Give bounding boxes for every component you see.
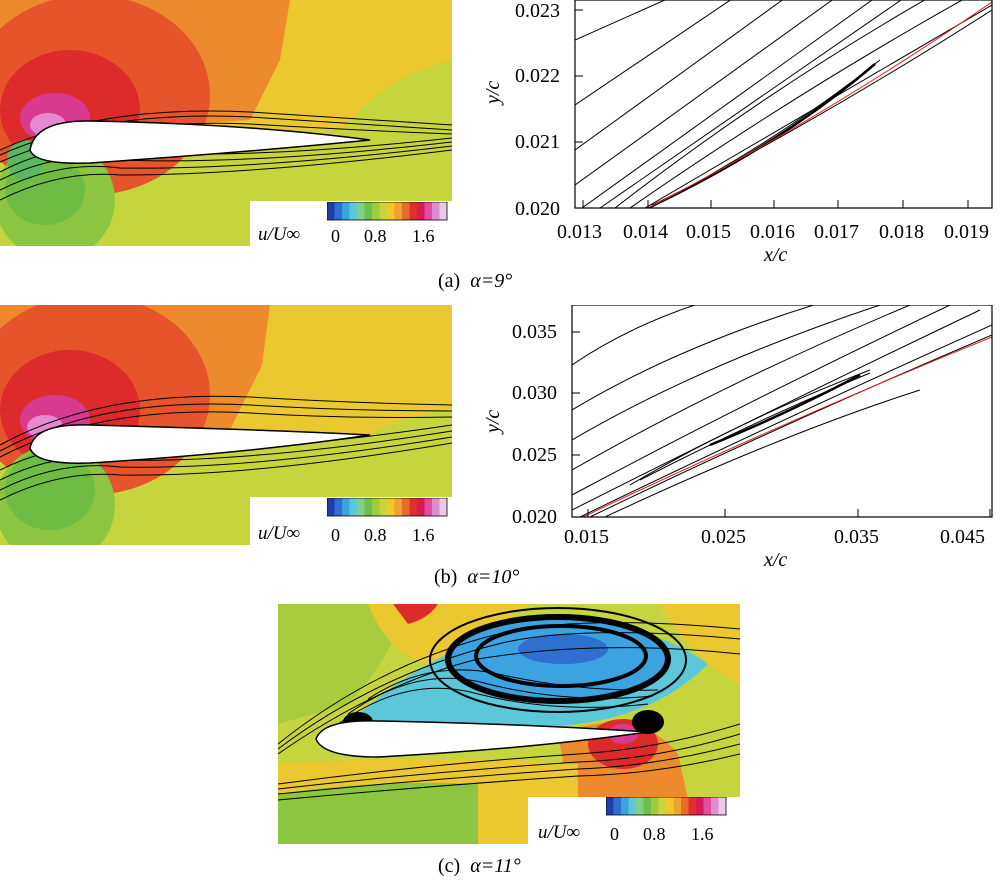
colorbar-swatch xyxy=(379,498,388,516)
colorbar-swatch xyxy=(372,202,380,220)
colorbar-swatch xyxy=(409,498,418,516)
legend-tick-b-1: 0.8 xyxy=(364,525,387,545)
contour-panel-b: u/U∞ 0 0.8 1.6 xyxy=(0,305,452,545)
xtick-b-1: 0.025 xyxy=(701,526,746,548)
ytick-b-0: 0.020 xyxy=(512,506,557,528)
contour-plot-c xyxy=(278,604,740,844)
colorbar-swatch xyxy=(417,498,425,516)
xtick-b-3: 0.045 xyxy=(940,526,985,548)
ylabel-a: y/c xyxy=(482,80,504,104)
colorbar-swatch xyxy=(394,498,403,516)
ylabel-b: y/c xyxy=(482,409,504,433)
colorbar-swatch xyxy=(327,202,335,220)
colorbar-swatch xyxy=(606,797,614,815)
colorbar-swatch xyxy=(681,797,689,815)
colorbar-swatch xyxy=(432,202,440,220)
xtick-a-0: 0.013 xyxy=(557,221,602,243)
xlabel-b: x/c xyxy=(764,549,788,571)
colorbar-swatch xyxy=(357,498,365,516)
xlabel-a: x/c xyxy=(764,244,788,266)
ytick-b-2: 0.030 xyxy=(512,382,557,404)
colorbar-b xyxy=(327,498,448,517)
colorbar-swatch xyxy=(349,202,358,220)
ytick-b-1: 0.025 xyxy=(512,444,557,466)
colorbar-swatch xyxy=(364,202,373,220)
colorbar-c xyxy=(606,797,727,816)
colorbar-swatch xyxy=(342,498,350,516)
colorbar-swatch xyxy=(387,498,395,516)
colorbar-swatch xyxy=(432,498,440,516)
legend-tick-b-2: 1.6 xyxy=(412,525,435,545)
ytick-a-0: 0.020 xyxy=(515,198,560,220)
colorbar-swatch xyxy=(334,498,343,516)
zoom-panel-a: 0.013 0.014 0.015 0.016 0.017 0.018 0.01… xyxy=(480,0,1000,270)
legend-tick-c-2: 1.6 xyxy=(691,824,714,844)
ytick-a-1: 0.021 xyxy=(515,131,560,153)
colorbar-swatch xyxy=(613,797,622,815)
colorbar-swatch xyxy=(394,202,403,220)
colorbar-swatch xyxy=(387,202,395,220)
colorbar-swatch xyxy=(628,797,637,815)
colorbar-swatch xyxy=(636,797,644,815)
colorbar-swatch xyxy=(364,498,373,516)
contour-panel-a: u/U∞ 0 0.8 1.6 xyxy=(0,0,452,246)
colorbar-swatch xyxy=(402,202,410,220)
colorbar-a xyxy=(327,202,448,221)
xtick-a-2: 0.015 xyxy=(686,221,731,243)
colorbar-swatch xyxy=(711,797,719,815)
legend-tick-b-0: 0 xyxy=(331,525,340,545)
xtick-a-4: 0.017 xyxy=(814,221,859,243)
legend-tick-a-2: 1.6 xyxy=(412,226,435,246)
xtick-a-1: 0.014 xyxy=(623,221,668,243)
zoom-plot-a xyxy=(574,0,993,209)
xtick-a-6: 0.019 xyxy=(944,221,989,243)
legend-tick-c-0: 0 xyxy=(610,824,619,844)
colorbar-swatch xyxy=(417,202,425,220)
caption-b: (b) α=10° xyxy=(434,566,520,588)
colorbar-swatch xyxy=(342,202,350,220)
ytick-b-3: 0.035 xyxy=(512,321,557,343)
xtick-a-5: 0.018 xyxy=(879,221,924,243)
xtick-a-3: 0.016 xyxy=(750,221,795,243)
colorbar-swatch xyxy=(439,498,448,516)
colorbar-swatch xyxy=(696,797,704,815)
colorbar-swatch xyxy=(409,202,418,220)
colorbar-swatch xyxy=(439,202,448,220)
colorbar-swatch xyxy=(424,498,433,516)
ytick-a-2: 0.022 xyxy=(515,65,560,87)
xtick-b-2: 0.035 xyxy=(834,526,879,548)
colorbar-swatch xyxy=(651,797,659,815)
xtick-b-0: 0.015 xyxy=(564,526,609,548)
legend-label-a: u/U∞ xyxy=(258,224,301,245)
zoom-plot-b xyxy=(571,305,993,518)
colorbar-swatch xyxy=(334,202,343,220)
legend-label-c: u/U∞ xyxy=(538,822,581,843)
colorbar-swatch xyxy=(688,797,697,815)
zoom-panel-b: 0.015 0.025 0.035 0.045 x/c 0.020 0.025 … xyxy=(480,305,1000,575)
colorbar-swatch xyxy=(379,202,388,220)
colorbar-swatch xyxy=(372,498,380,516)
colorbar-swatch xyxy=(357,202,365,220)
colorbar-swatch xyxy=(666,797,674,815)
colorbar-swatch xyxy=(424,202,433,220)
colorbar-swatch xyxy=(402,498,410,516)
caption-a: (a) α=9° xyxy=(438,270,513,292)
colorbar-swatch xyxy=(703,797,712,815)
caption-c: (c) α=11° xyxy=(438,855,521,877)
colorbar-swatch xyxy=(621,797,629,815)
legend-tick-a-0: 0 xyxy=(331,226,340,246)
contour-panel-c: u/U∞ 0 0.8 1.6 xyxy=(278,604,740,844)
colorbar-swatch xyxy=(718,797,727,815)
colorbar-swatch xyxy=(658,797,667,815)
legend-tick-c-1: 0.8 xyxy=(643,824,666,844)
colorbar-swatch xyxy=(673,797,682,815)
colorbar-swatch xyxy=(349,498,358,516)
colorbar-swatch xyxy=(327,498,335,516)
colorbar-swatch xyxy=(643,797,652,815)
ytick-a-3: 0.023 xyxy=(515,0,560,22)
legend-tick-a-1: 0.8 xyxy=(364,226,387,246)
legend-label-b: u/U∞ xyxy=(258,523,301,544)
contour-plot-a xyxy=(0,0,452,246)
